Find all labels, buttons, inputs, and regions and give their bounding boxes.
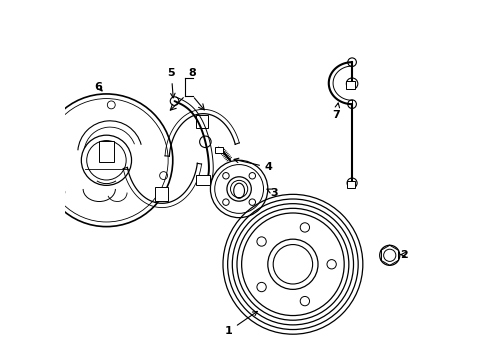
FancyBboxPatch shape: [196, 175, 210, 185]
Text: 5: 5: [167, 68, 175, 98]
Text: 4: 4: [234, 158, 272, 172]
FancyBboxPatch shape: [196, 116, 207, 128]
Text: 1: 1: [224, 311, 257, 336]
FancyBboxPatch shape: [345, 81, 354, 89]
FancyBboxPatch shape: [346, 181, 354, 188]
FancyBboxPatch shape: [154, 187, 167, 202]
FancyBboxPatch shape: [214, 147, 222, 153]
Text: 2: 2: [399, 249, 407, 260]
Text: 7: 7: [331, 103, 339, 120]
Text: 8: 8: [188, 68, 196, 78]
Text: 3: 3: [266, 188, 278, 198]
FancyBboxPatch shape: [99, 140, 113, 162]
Text: 6: 6: [94, 82, 102, 92]
